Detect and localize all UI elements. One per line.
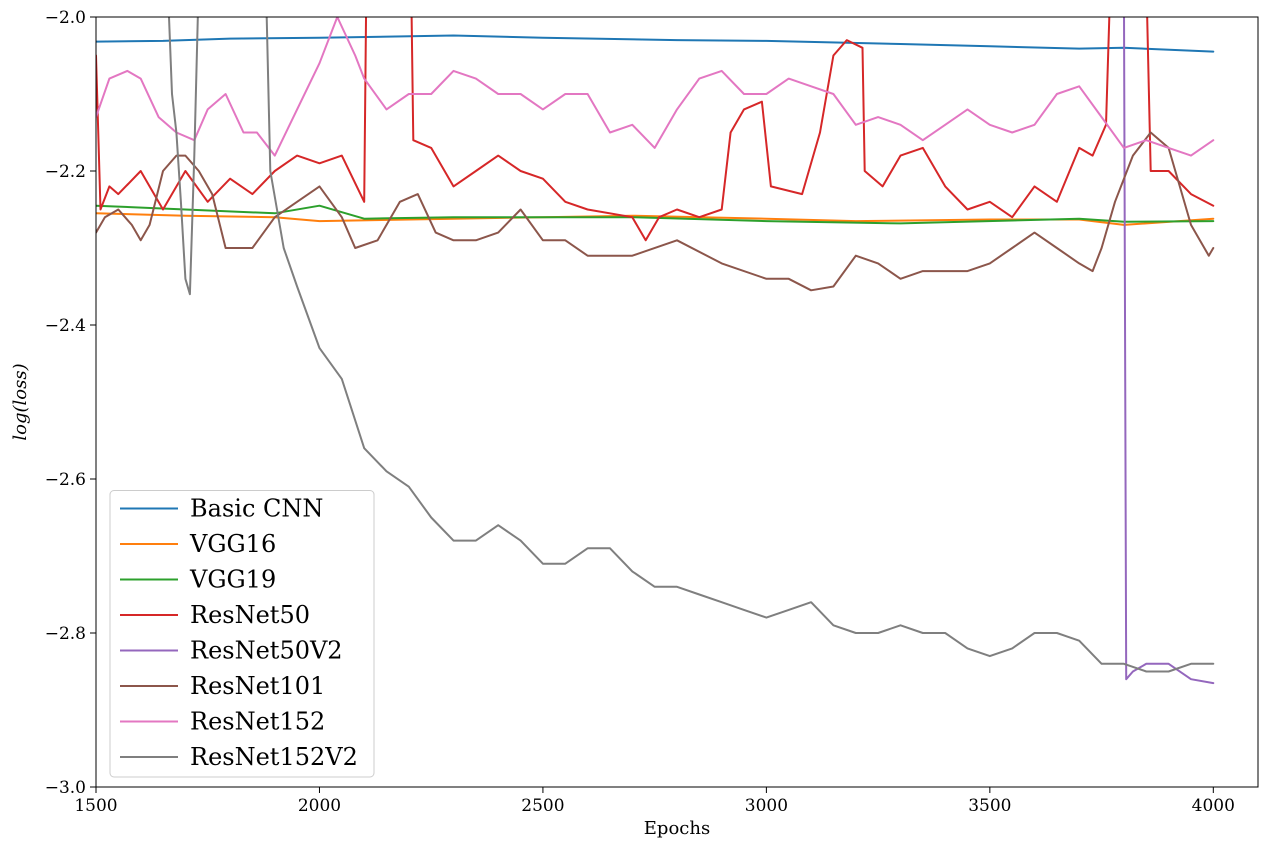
x-tick-label: 2000 — [298, 796, 341, 816]
legend-box — [109, 490, 375, 778]
legend: Basic CNN VGG16 VGG19 ResNet50 ResNet50V2 Res… — [109, 490, 375, 778]
x-tick-label: 3500 — [968, 796, 1011, 816]
series-line-5 — [96, 131, 1215, 292]
legend-label: ResNet101 — [190, 672, 325, 700]
legend-label: VGG19 — [189, 566, 276, 594]
y-axis: −3.0 −2.8 −2.6 −2.4 −2.2 −2.0 — [45, 8, 96, 798]
plot-frame — [95, 16, 1259, 788]
series-line-4 — [1123, 17, 1215, 685]
series-layer — [96, 17, 1215, 685]
y-tick-label: −2.8 — [45, 624, 86, 644]
legend-label: VGG16 — [189, 530, 276, 558]
y-tick-label: −2.0 — [45, 8, 86, 28]
series-line-2 — [96, 204, 1215, 225]
y-tick-label: −2.4 — [45, 316, 86, 336]
legend-label: ResNet50V2 — [190, 637, 343, 665]
x-tick-label: 1500 — [74, 796, 117, 816]
y-tick-label: −3.0 — [45, 778, 86, 798]
x-axis-label: Epochs — [644, 818, 710, 839]
series-line-6 — [96, 17, 1215, 157]
y-tick-label: −2.6 — [45, 470, 86, 490]
legend-label: Basic CNN — [190, 495, 323, 523]
legend-label: ResNet152 — [190, 708, 325, 736]
legend-label: ResNet152V2 — [190, 743, 358, 771]
x-axis: 1500 2000 2500 3000 3500 4000 — [74, 787, 1235, 816]
series-line-0 — [96, 34, 1215, 53]
x-tick-label: 2500 — [521, 796, 564, 816]
legend-label: ResNet50 — [190, 601, 310, 629]
y-tick-label: −2.2 — [45, 162, 86, 182]
x-tick-label: 3000 — [745, 796, 788, 816]
x-tick-label: 4000 — [1192, 796, 1235, 816]
series-line-7 — [167, 17, 1215, 673]
y-axis-label: log(loss) — [10, 363, 31, 440]
